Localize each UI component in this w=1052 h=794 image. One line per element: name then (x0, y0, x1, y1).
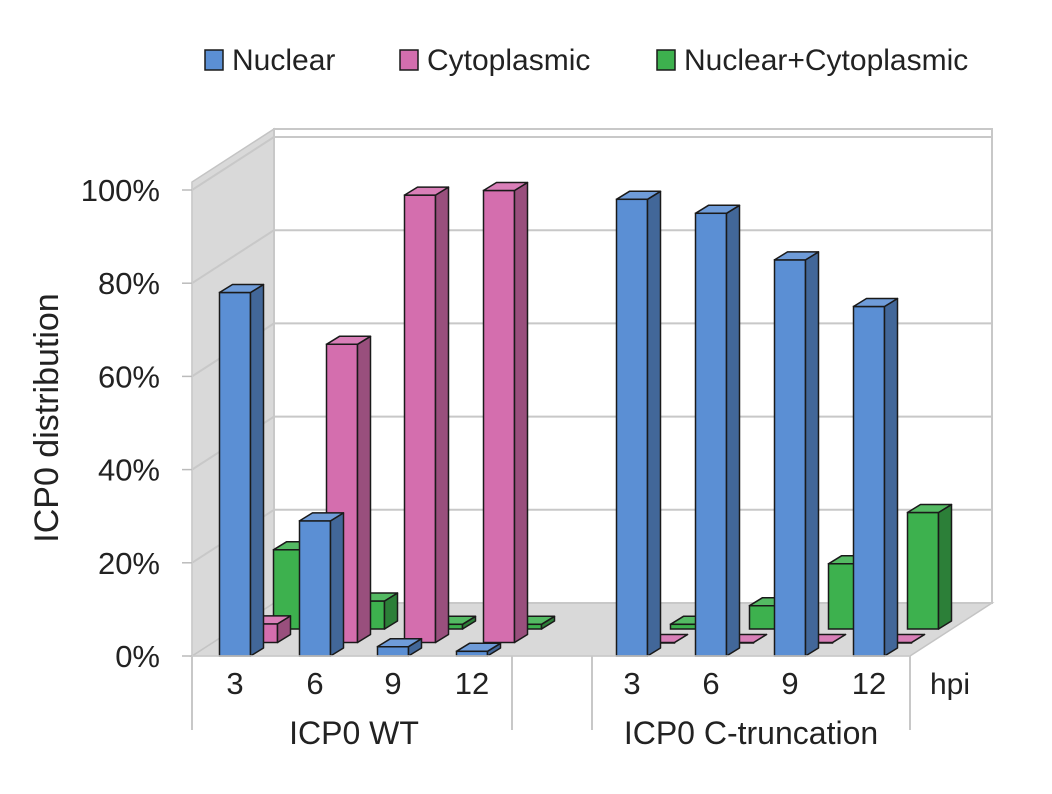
x-tick-label: 3 (623, 666, 640, 701)
bar (773, 251, 820, 657)
bar-side (883, 297, 899, 657)
bar-front (218, 291, 252, 657)
bar (906, 503, 953, 630)
bar-side (356, 335, 372, 644)
x-axis: 3 6 9 12 3 6 9 12 (191, 655, 911, 730)
bar-top (455, 642, 502, 653)
y-tick-label: 60% (98, 359, 160, 394)
bar-top (615, 190, 662, 201)
legend-swatch (204, 49, 224, 71)
y-tick-label: 0% (115, 639, 160, 674)
legend-label: Nuclear+Cytoplasmic (684, 44, 968, 77)
bar-top (482, 181, 529, 192)
legend-item: Cytoplasmic (399, 44, 590, 77)
side-gridline (191, 136, 275, 191)
bar-top (852, 297, 899, 308)
bar (852, 297, 899, 657)
bar (482, 181, 529, 644)
bar-side (804, 251, 820, 657)
bar (694, 204, 741, 657)
bar-front (694, 212, 728, 657)
bar (455, 642, 502, 657)
y-tick-label: 80% (98, 266, 160, 301)
bar-top (773, 251, 820, 261)
bar-front (482, 189, 516, 644)
y-tick-label: 20% (98, 546, 160, 581)
y-tick-label: 100% (81, 173, 160, 208)
y-axis-label: ICP0 distribution (28, 293, 66, 542)
legend-label: Nuclear (232, 44, 335, 77)
legend: Nuclear Cytoplasmic Nuclear+Cytoplasmic (204, 44, 968, 77)
legend-item: Nuclear (204, 44, 335, 77)
bar-front (852, 305, 886, 657)
bar-top (376, 637, 423, 648)
bar-top (906, 503, 953, 514)
bar (615, 190, 662, 657)
bar-front (615, 198, 649, 657)
x-tick-label: 12 (852, 666, 886, 701)
legend-swatch (656, 49, 676, 71)
bar-front (773, 259, 807, 657)
x-axis-label: hpi (930, 668, 970, 701)
legend-swatch (399, 49, 419, 71)
y-axis-ticks: 0% 20% 40% 60% 80% 100% (81, 173, 193, 674)
side-gridline (191, 229, 275, 285)
bars (218, 181, 953, 657)
bar-front (298, 520, 332, 657)
bar-side (249, 283, 265, 657)
bar (403, 186, 450, 644)
legend-item: Nuclear+Cytoplasmic (656, 44, 968, 77)
bar-front (376, 645, 410, 657)
x-tick-label: 6 (306, 666, 323, 701)
group-label-icp0-wt: ICP0 WT (289, 715, 419, 751)
bar-top (694, 204, 741, 215)
bar (218, 283, 265, 657)
bar-side (725, 204, 741, 657)
x-tick-label: 9 (384, 666, 401, 701)
bar-side (434, 186, 450, 644)
bar-side (329, 512, 345, 657)
bar-side (513, 181, 529, 644)
x-tick-label: 12 (455, 666, 489, 701)
legend-label: Cytoplasmic (427, 44, 590, 77)
bar-front (906, 511, 940, 630)
bar-top (298, 512, 345, 522)
bar-top (325, 335, 372, 346)
x-tick-label: 9 (781, 666, 798, 701)
group-label-icp0-c-truncation: ICP0 C-truncation (624, 715, 878, 751)
bar (376, 637, 423, 657)
bar-side (646, 190, 662, 657)
x-tick-label: 3 (226, 666, 243, 701)
bar-top (403, 186, 450, 196)
bar (298, 512, 345, 657)
bar-top (218, 283, 265, 294)
bar-side (937, 503, 953, 630)
x-tick-label: 6 (702, 666, 719, 701)
y-tick-label: 40% (98, 453, 160, 488)
bar-front (403, 194, 437, 644)
